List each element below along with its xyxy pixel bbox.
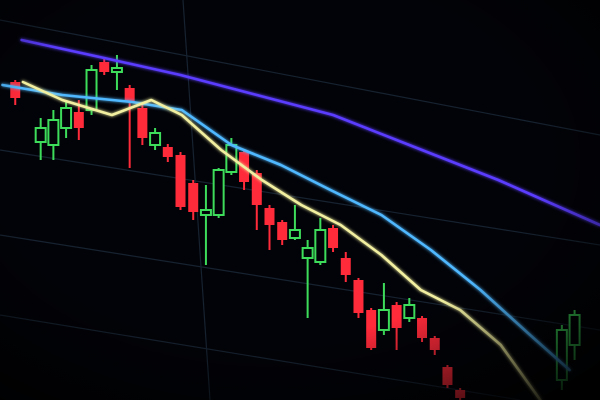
candle-body: [110, 67, 123, 73]
candle-body: [149, 132, 162, 146]
candle-body: [555, 329, 568, 381]
candle-body: [314, 229, 327, 263]
candle-body: [85, 69, 98, 111]
candle-body: [301, 247, 314, 259]
candle-body: [264, 208, 275, 225]
candle-body: [403, 304, 416, 319]
candle-body: [99, 62, 110, 72]
candle-body: [568, 314, 581, 346]
candle-body: [328, 228, 339, 248]
candle-body: [34, 127, 47, 143]
candle-body: [124, 88, 135, 102]
candle-body: [47, 119, 60, 146]
candle-body: [417, 318, 428, 338]
candle-body: [366, 310, 377, 348]
candle-body: [353, 280, 364, 313]
candle-body: [10, 82, 21, 98]
candle-body: [377, 309, 390, 331]
candle-body: [137, 108, 148, 138]
candle-body: [199, 209, 212, 216]
candle-body: [212, 169, 225, 216]
candle-body: [288, 229, 301, 239]
candle-body: [60, 107, 73, 129]
candle-body: [175, 155, 186, 207]
candle-body: [429, 338, 440, 350]
candle-body: [442, 367, 453, 385]
candle-body: [162, 147, 173, 157]
candle-body: [73, 112, 84, 128]
candle-body: [277, 222, 288, 240]
candle-body: [340, 258, 351, 275]
candle-body: [188, 183, 199, 212]
candle-body: [391, 305, 402, 328]
candle-body: [455, 390, 466, 398]
